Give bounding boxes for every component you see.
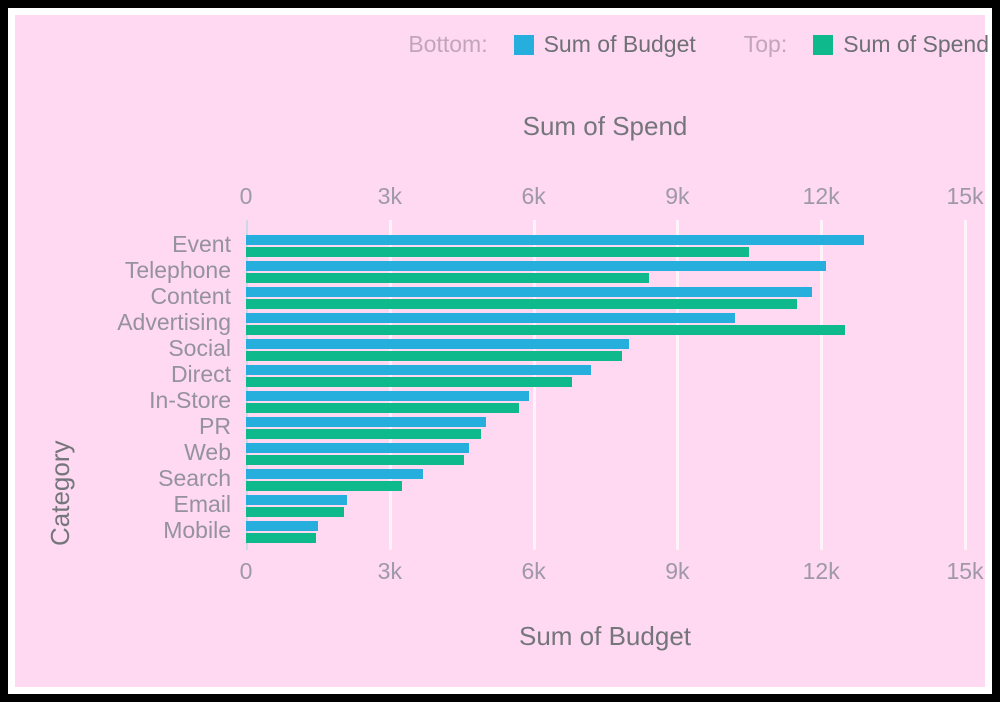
category-label: Social (168, 335, 231, 361)
bar-pair (246, 364, 965, 390)
budget-bar[interactable] (246, 235, 865, 245)
budget-bar[interactable] (246, 521, 318, 531)
bar-row: PR (15, 413, 965, 442)
spend-bar[interactable] (246, 403, 520, 413)
y-axis-title: Category (45, 440, 75, 547)
bottom-axis-ticks: 0 3k 6k 9k 12k 15k (15, 558, 985, 584)
spend-bar[interactable] (246, 351, 623, 361)
gridline (676, 220, 680, 550)
bar-pair (246, 234, 965, 260)
category-label: Web (184, 439, 231, 465)
bar-pair (246, 312, 965, 338)
spend-bar[interactable] (246, 325, 846, 335)
category-label: Mobile (163, 517, 231, 543)
budget-bar[interactable] (246, 469, 424, 479)
budget-bar[interactable] (246, 261, 826, 271)
spend-bar[interactable] (246, 429, 481, 439)
category-label: In-Store (149, 387, 231, 413)
budget-bar[interactable] (246, 339, 630, 349)
axis-tick-label: 12k (802, 183, 840, 209)
top-axis-ticks: 0 3k 6k 9k 12k 15k (15, 183, 985, 209)
category-label: Telephone (124, 257, 231, 283)
bar-pair (246, 286, 965, 312)
category-label: Event (172, 231, 231, 257)
budget-bar[interactable] (246, 391, 529, 401)
axis-tick-label: 15k (946, 558, 984, 584)
budget-bar[interactable] (246, 495, 347, 505)
spend-bar[interactable] (246, 455, 465, 465)
bar-row: Search (15, 465, 965, 494)
budget-bar[interactable] (246, 365, 592, 375)
budget-bar[interactable] (246, 417, 486, 427)
legend-series-label: Sum of Spend (843, 31, 989, 57)
category-label: Search (158, 465, 231, 491)
bar-pair (246, 260, 965, 286)
chart-legend: Bottom: Sum of Budget Top: Sum of Spend (408, 31, 989, 58)
budget-bar[interactable] (246, 313, 735, 323)
axis-tick-label: 6k (521, 183, 546, 209)
category-label: Direct (170, 361, 231, 387)
bar-row: Email (15, 491, 965, 520)
axis-tick-label: 3k (377, 558, 402, 584)
bar-pair (246, 468, 965, 494)
axis-tick-label: 3k (377, 183, 402, 209)
gridline (820, 220, 824, 550)
bar-pair (246, 416, 965, 442)
axis-tick-label: 9k (665, 183, 690, 209)
bar-row: Event (15, 231, 965, 260)
legend-position-label: Bottom: (408, 31, 488, 57)
axis-tick-label: 0 (239, 183, 253, 209)
spend-bar[interactable] (246, 481, 402, 491)
budget-bar[interactable] (246, 287, 812, 297)
axis-tick-label: 6k (521, 558, 546, 584)
budget-bar[interactable] (246, 443, 469, 453)
bottom-axis-title: Sum of Budget (519, 621, 691, 651)
category-label: Content (150, 283, 231, 309)
axis-tick-label: 12k (802, 558, 840, 584)
legend-swatch-spend-icon (813, 34, 834, 55)
legend-position-label: Top: (743, 31, 788, 57)
bar-row: Mobile (15, 517, 965, 546)
chart-panel: Bottom: Sum of Budget Top: Sum of Spend Sum… (8, 8, 992, 694)
category-label: PR (199, 413, 231, 439)
bar-pair (246, 520, 965, 546)
spend-bar[interactable] (246, 247, 750, 257)
bar-rows: Event Telephone Content Advertising Social Di… (15, 231, 965, 546)
category-label: Advertising (117, 309, 231, 335)
legend-item-budget[interactable]: Bottom: Sum of Budget (408, 31, 695, 58)
spend-bar[interactable] (246, 273, 649, 283)
legend-swatch-budget-icon (513, 34, 534, 55)
top-axis-title: Sum of Spend (522, 111, 688, 141)
bar-row: Web (15, 439, 965, 468)
bar-pair (246, 442, 965, 468)
legend-series-label: Sum of Budget (543, 31, 696, 57)
spend-bar[interactable] (246, 299, 798, 309)
axis-tick-label: 0 (239, 558, 253, 584)
bar-row: Direct (15, 361, 965, 390)
bar-row: Advertising (15, 309, 965, 338)
bar-row: Telephone (15, 257, 965, 286)
gridline (964, 220, 967, 550)
spend-bar[interactable] (246, 507, 345, 517)
bar-pair (246, 390, 965, 416)
bar-row: Content (15, 283, 965, 312)
category-label: Email (173, 491, 231, 517)
bar-row: Social (15, 335, 965, 364)
legend-item-spend[interactable]: Top: Sum of Spend (744, 31, 989, 58)
bar-pair (246, 494, 965, 520)
bar-row: In-Store (15, 387, 965, 416)
spend-bar[interactable] (246, 377, 572, 387)
bar-pair (246, 338, 965, 364)
axis-tick-label: 15k (946, 183, 984, 209)
spend-bar[interactable] (246, 533, 316, 543)
axis-tick-label: 9k (665, 558, 690, 584)
